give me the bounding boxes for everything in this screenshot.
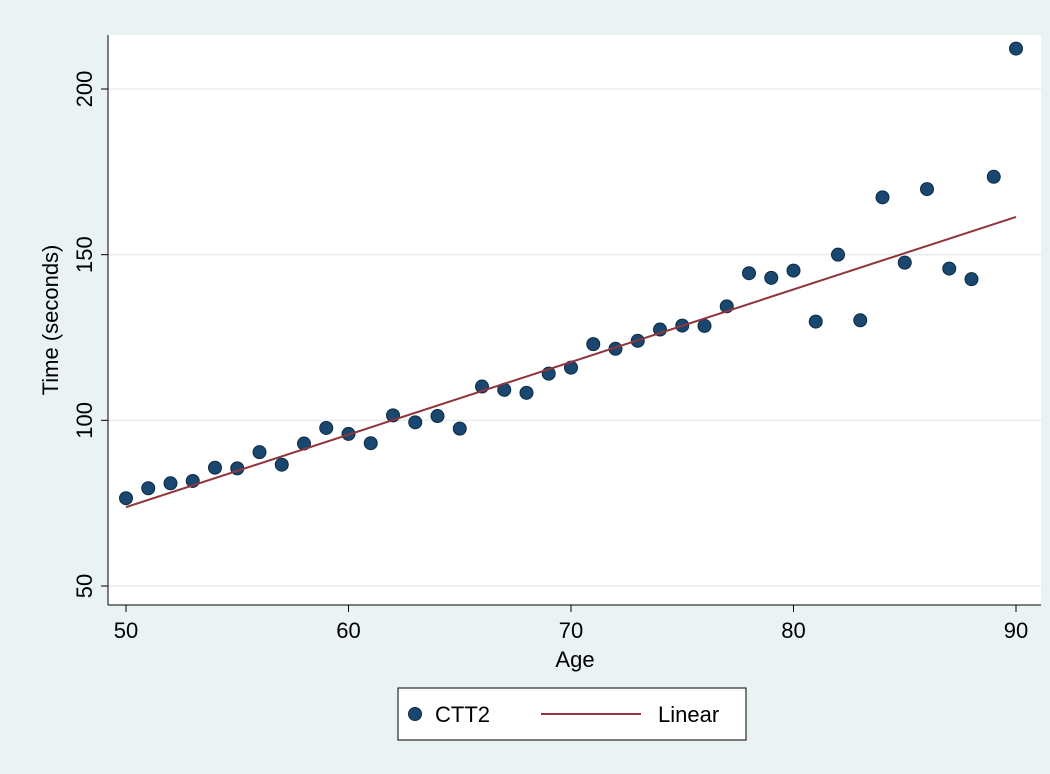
data-point-ctt2 (252, 445, 267, 460)
y-axis-label: Time (seconds) (38, 245, 63, 396)
y-tick-label: 100 (72, 402, 97, 439)
data-point-ctt2 (697, 318, 712, 333)
y-tick-label: 50 (72, 574, 97, 598)
x-tick-label: 60 (336, 618, 360, 643)
legend-label-linear: Linear (658, 702, 719, 727)
plot-area (108, 35, 1041, 605)
data-point-ctt2 (1009, 41, 1023, 56)
series-layer (119, 41, 1023, 509)
data-point-ctt2 (986, 169, 1001, 184)
data-point-ctt2 (964, 272, 979, 287)
grid-layer (108, 88, 1041, 587)
data-point-ctt2 (363, 436, 378, 451)
data-point-ctt2 (831, 247, 845, 262)
data-point-ctt2 (319, 420, 334, 435)
data-point-ctt2 (163, 476, 178, 491)
data-point-ctt2 (853, 313, 868, 328)
fit-line-linear (125, 215, 1017, 509)
x-tick-label: 80 (781, 618, 805, 643)
data-point-ctt2 (430, 409, 445, 424)
data-point-ctt2 (742, 266, 756, 281)
data-point-ctt2 (920, 182, 934, 197)
data-point-ctt2 (897, 255, 912, 270)
data-point-ctt2 (408, 415, 423, 430)
data-point-ctt2 (764, 270, 779, 285)
data-point-ctt2 (586, 337, 601, 352)
data-point-ctt2 (808, 314, 823, 329)
data-point-ctt2 (875, 190, 890, 205)
data-point-ctt2 (119, 491, 133, 506)
data-point-ctt2 (519, 385, 534, 400)
x-tick-label: 50 (114, 618, 138, 643)
data-point-ctt2 (942, 261, 957, 276)
data-point-ctt2 (452, 421, 467, 436)
data-point-ctt2 (208, 460, 222, 475)
legend-marker-ctt2 (408, 707, 422, 721)
x-tick-label: 70 (559, 618, 583, 643)
data-point-ctt2 (141, 481, 156, 496)
legend: CTT2 Linear (397, 687, 747, 741)
ticks-layer: 50 100 150 200 50 60 70 80 90 (72, 71, 1028, 643)
x-axis-label: Age (555, 647, 594, 672)
legend-label-ctt2: CTT2 (435, 702, 490, 727)
y-tick-label: 200 (72, 71, 97, 108)
data-point-ctt2 (274, 457, 289, 472)
data-point-ctt2 (786, 263, 801, 278)
y-tick-label: 150 (72, 236, 97, 273)
x-tick-label: 90 (1004, 618, 1028, 643)
axes-layer (107, 35, 1041, 606)
